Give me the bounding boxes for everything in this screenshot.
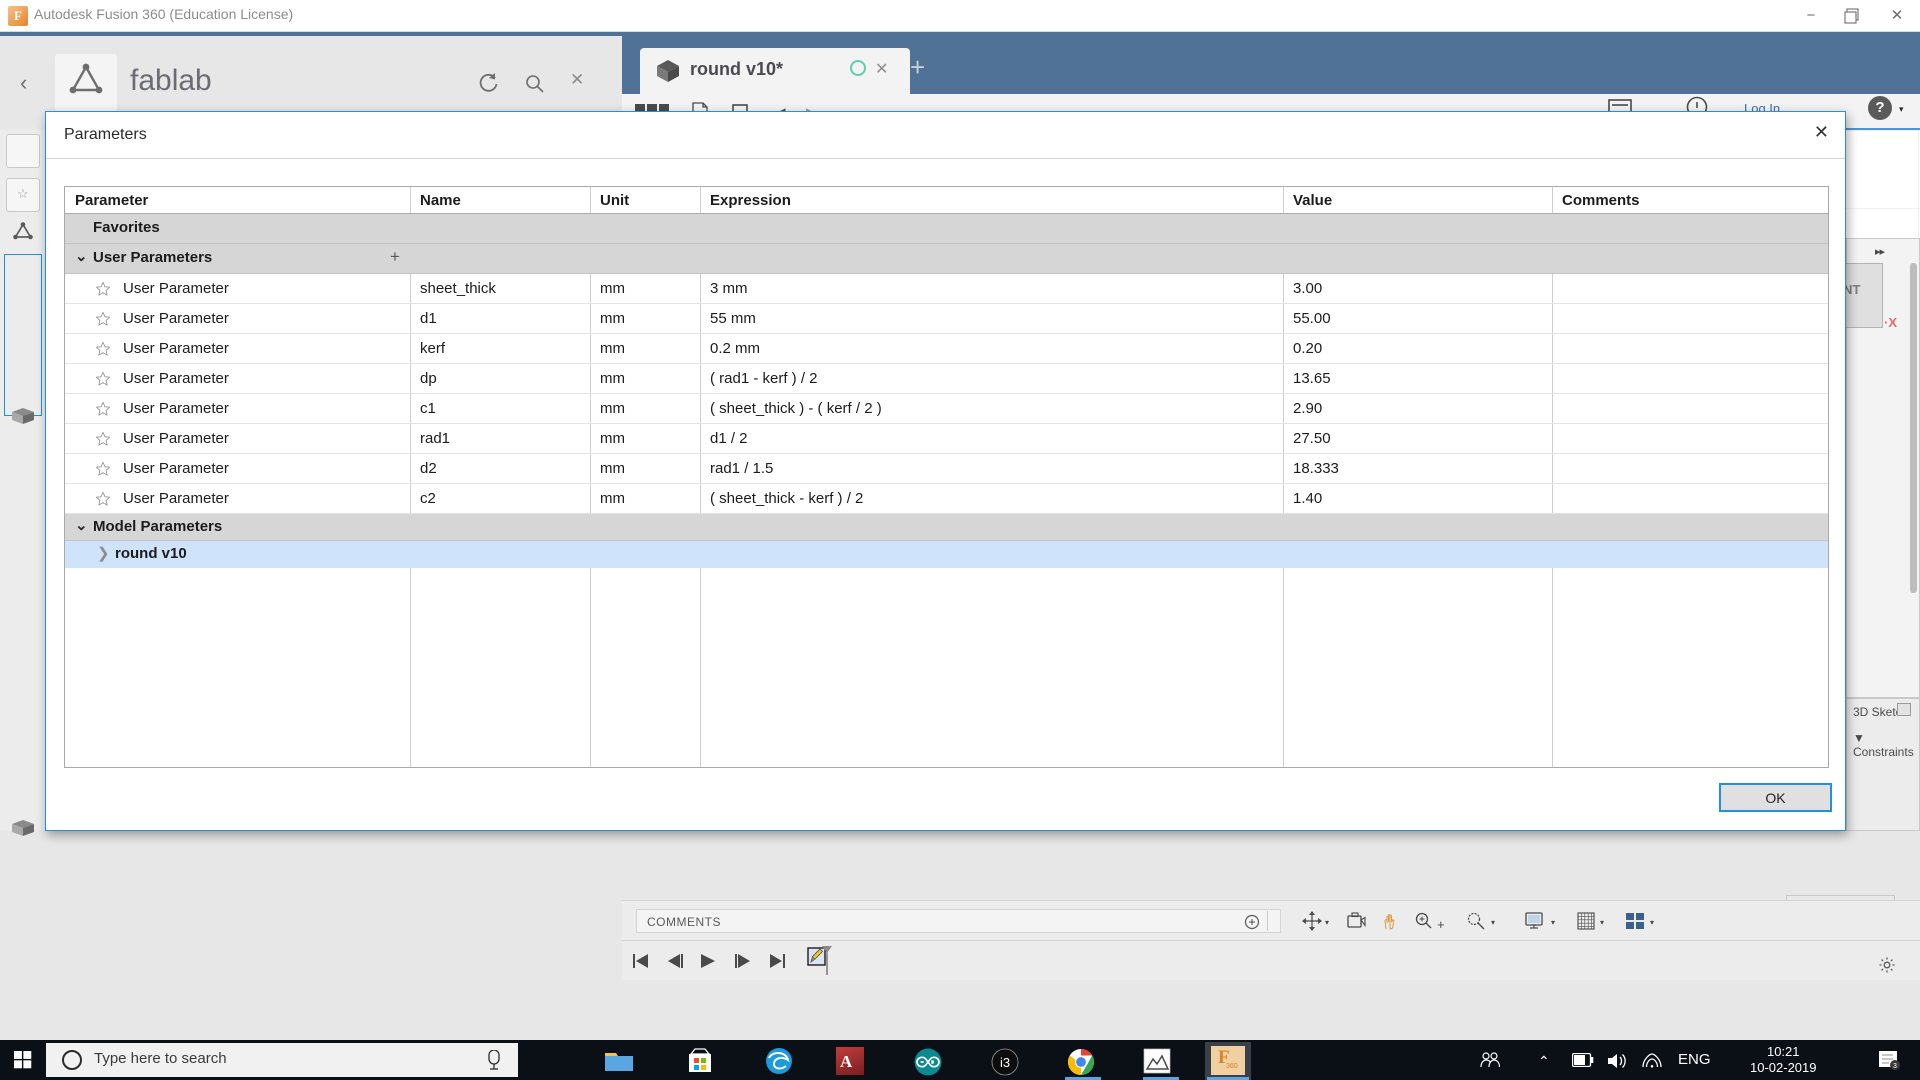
svg-text:3: 3 [1893,1063,1897,1070]
